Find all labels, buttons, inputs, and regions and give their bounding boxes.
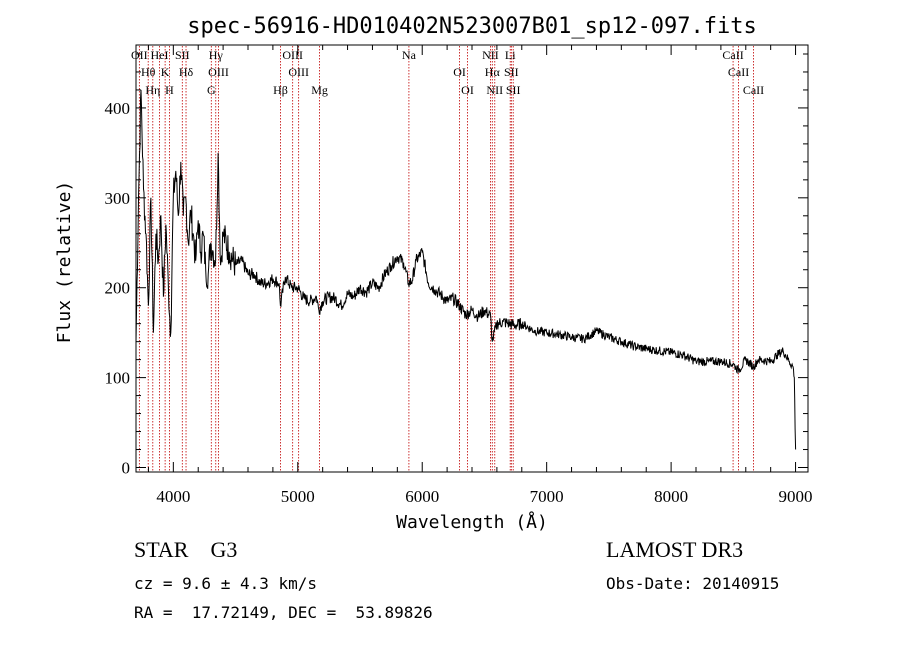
x-tick-label: 9000 bbox=[779, 487, 813, 506]
line-marker-labels: OIIHθHηHeIKHSIIHδGHγOIIIHβOIIIOIIIMgNaOI… bbox=[131, 48, 764, 97]
line-marker-label: OIII bbox=[288, 65, 309, 79]
x-tick-label: 8000 bbox=[654, 487, 688, 506]
plot-frame bbox=[135, 44, 809, 473]
redshift-velocity: cz = 9.6 ± 4.3 km/s bbox=[134, 574, 318, 593]
chart-title: spec-56916-HD010402N523007B01_sp12-097.f… bbox=[187, 14, 757, 39]
line-marker-label: NII bbox=[482, 48, 499, 62]
line-marker-label: Li bbox=[505, 48, 516, 62]
ra-dec-coordinates: RA = 17.72149, DEC = 53.89826 bbox=[134, 603, 433, 622]
x-tick-label: 4000 bbox=[156, 487, 190, 506]
y-axis-label: Flux (relative) bbox=[54, 181, 75, 344]
x-tick-label: 7000 bbox=[530, 487, 564, 506]
line-marker-label: H bbox=[165, 83, 174, 97]
line-marker-label: Hγ bbox=[209, 48, 224, 62]
y-tick-label: 400 bbox=[105, 99, 131, 118]
line-marker-label: SII bbox=[504, 65, 519, 79]
line-marker-label: Na bbox=[402, 48, 417, 62]
line-marker-label: OII bbox=[131, 48, 148, 62]
line-marker-label: Hη bbox=[145, 83, 160, 97]
line-markers bbox=[138, 46, 754, 472]
y-tick-label: 100 bbox=[105, 369, 131, 388]
y-tick-label: 0 bbox=[122, 459, 131, 478]
line-marker-label: HeI bbox=[151, 48, 169, 62]
x-axis-label: Wavelength (Å) bbox=[396, 511, 548, 533]
spectrum-line bbox=[135, 89, 797, 450]
x-tick-label: 6000 bbox=[405, 487, 439, 506]
line-marker-label: CaII bbox=[743, 83, 764, 97]
line-marker-label: G bbox=[207, 83, 216, 97]
line-marker-label: Hα bbox=[485, 65, 501, 79]
y-tick-label: 300 bbox=[105, 189, 131, 208]
line-marker-label: K bbox=[161, 65, 170, 79]
line-marker-label: CaII bbox=[722, 48, 743, 62]
line-marker-label: Hδ bbox=[179, 65, 194, 79]
line-marker-label: Hβ bbox=[273, 83, 288, 97]
line-marker-label: OI bbox=[461, 83, 474, 97]
y-axis-ticks: 0 100 200 300 400 bbox=[105, 53, 808, 478]
x-axis-ticks: 4000 5000 6000 7000 8000 9000 bbox=[147, 45, 813, 506]
object-class: STAR G3 bbox=[134, 537, 238, 562]
observation-date: Obs-Date: 20140915 bbox=[606, 574, 780, 593]
line-marker-label: SII bbox=[175, 48, 190, 62]
line-marker-label: OIII bbox=[282, 48, 303, 62]
line-marker-label: NII bbox=[486, 83, 503, 97]
line-marker-label: SII bbox=[506, 83, 521, 97]
line-marker-label: CaII bbox=[728, 65, 749, 79]
y-tick-label: 200 bbox=[105, 279, 131, 298]
line-marker-label: OIII bbox=[208, 65, 229, 79]
line-marker-label: Hθ bbox=[141, 65, 156, 79]
survey-name: LAMOST DR3 bbox=[606, 537, 744, 562]
x-tick-label: 5000 bbox=[281, 487, 315, 506]
line-marker-label: Mg bbox=[311, 83, 328, 97]
line-marker-label: OI bbox=[453, 65, 466, 79]
